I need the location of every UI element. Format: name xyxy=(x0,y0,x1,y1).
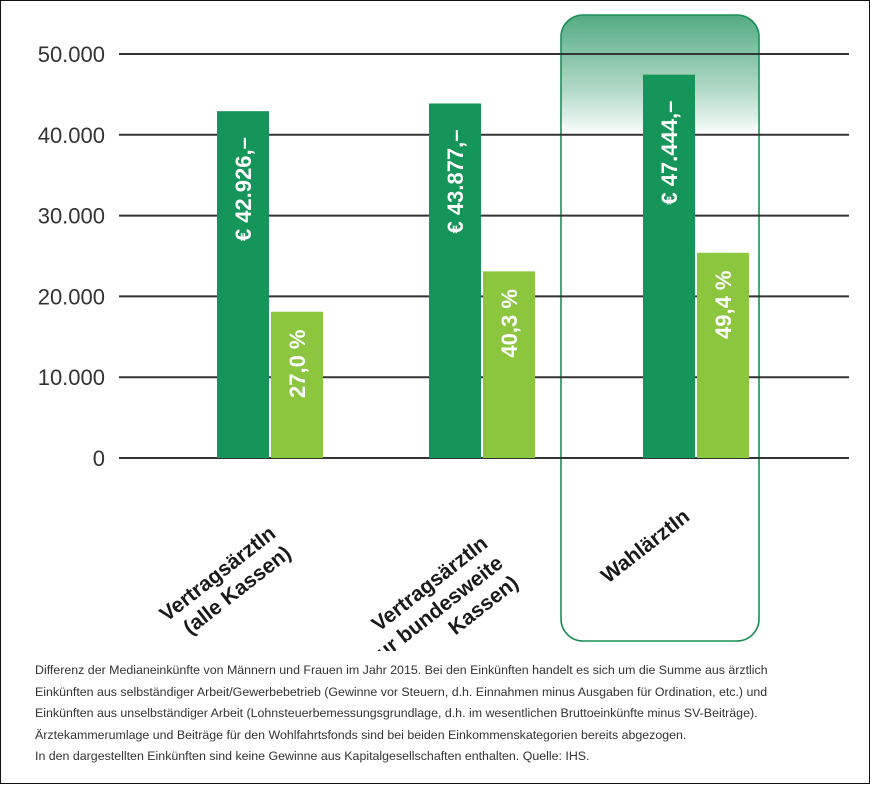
bar-value-label: € 43.877,– xyxy=(443,129,468,233)
bar-income xyxy=(217,111,269,458)
bar-percent-label: 27,0 % xyxy=(285,330,310,399)
caption-line: Ärztekammerumlage und Beiträge für den W… xyxy=(35,727,687,742)
bar-percentage xyxy=(697,252,749,458)
bar-labels: € 42.926,– € 43.877,– € 47.444,– 27,0 % 40,3… xyxy=(231,101,736,398)
category-label: VertragsärztIn(alle Kassen) xyxy=(156,522,296,646)
bar-value-label: € 47.444,– xyxy=(657,101,682,205)
caption-line: In den dargestellten Einkünften sind kei… xyxy=(35,749,590,763)
y-tick-label: 40.000 xyxy=(38,123,105,148)
y-tick-label: 0 xyxy=(93,446,105,471)
y-tick-label: 50.000 xyxy=(38,42,105,67)
y-axis-ticks: 0 10.000 20.000 30.000 40.000 50.000 xyxy=(38,42,105,471)
caption-line: Einkünften aus selbständiger Arbeit/Gewe… xyxy=(35,684,768,699)
caption-line: Differenz der Medianeinkünfte von Männer… xyxy=(35,663,768,677)
category-label: WahlärztIn xyxy=(597,505,694,588)
bar-value-label: € 42.926,– xyxy=(231,137,256,241)
category-label-line: WahlärztIn xyxy=(597,505,694,588)
bar-chart: 0 10.000 20.000 30.000 40.000 50.000 € 42.926… xyxy=(38,14,849,651)
bar-income xyxy=(643,74,695,459)
caption-line: Einkünften aus unselbständiger Arbeit (L… xyxy=(35,706,758,720)
y-tick-label: 30.000 xyxy=(38,204,105,229)
bar-percent-label: 49,4 % xyxy=(711,271,736,340)
bar-income xyxy=(429,103,481,458)
highlight-box xyxy=(560,14,760,642)
bar-percentage xyxy=(271,311,323,458)
category-labels: VertragsärztIn(alle Kassen) VertragsärztI… xyxy=(156,505,695,651)
bar-percentage xyxy=(483,271,535,458)
y-tick-label: 10.000 xyxy=(38,365,105,390)
bar-percent-label: 40,3 % xyxy=(497,289,522,358)
category-label: VertragsärztIn(nur bundesweiteKassen) xyxy=(341,532,523,651)
y-tick-label: 20.000 xyxy=(38,284,105,309)
bars xyxy=(217,74,749,459)
chart-caption: Differenz der Medianeinkünfte von Männer… xyxy=(35,660,871,768)
